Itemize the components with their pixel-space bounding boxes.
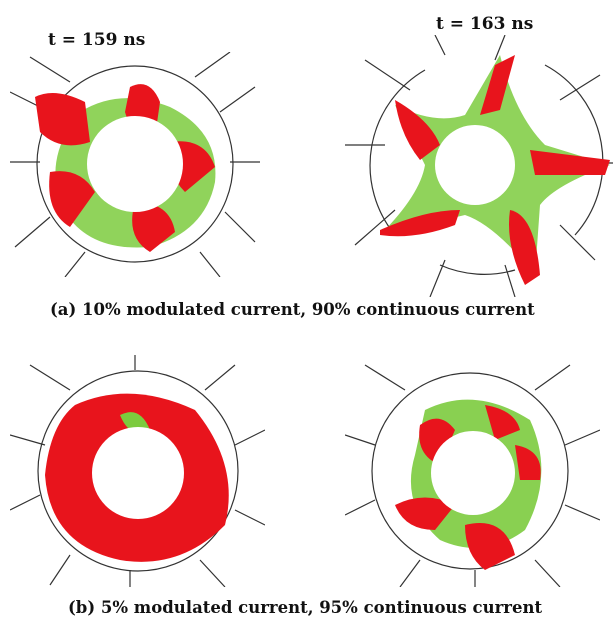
simulation-panel-b-159ns: [10, 355, 265, 587]
simulation-panel-b-163ns: [345, 355, 600, 587]
simulation-panel-a-159ns: [10, 52, 260, 277]
caption-b: (b) 5% modulated current, 95% continuous…: [68, 598, 543, 617]
time-label-left: t = 159 ns: [48, 30, 146, 50]
caption-a: (a) 10% modulated current, 90% continuou…: [50, 300, 535, 319]
time-label-right: t = 163 ns: [436, 14, 534, 34]
simulation-panel-a-163ns: [345, 35, 613, 297]
